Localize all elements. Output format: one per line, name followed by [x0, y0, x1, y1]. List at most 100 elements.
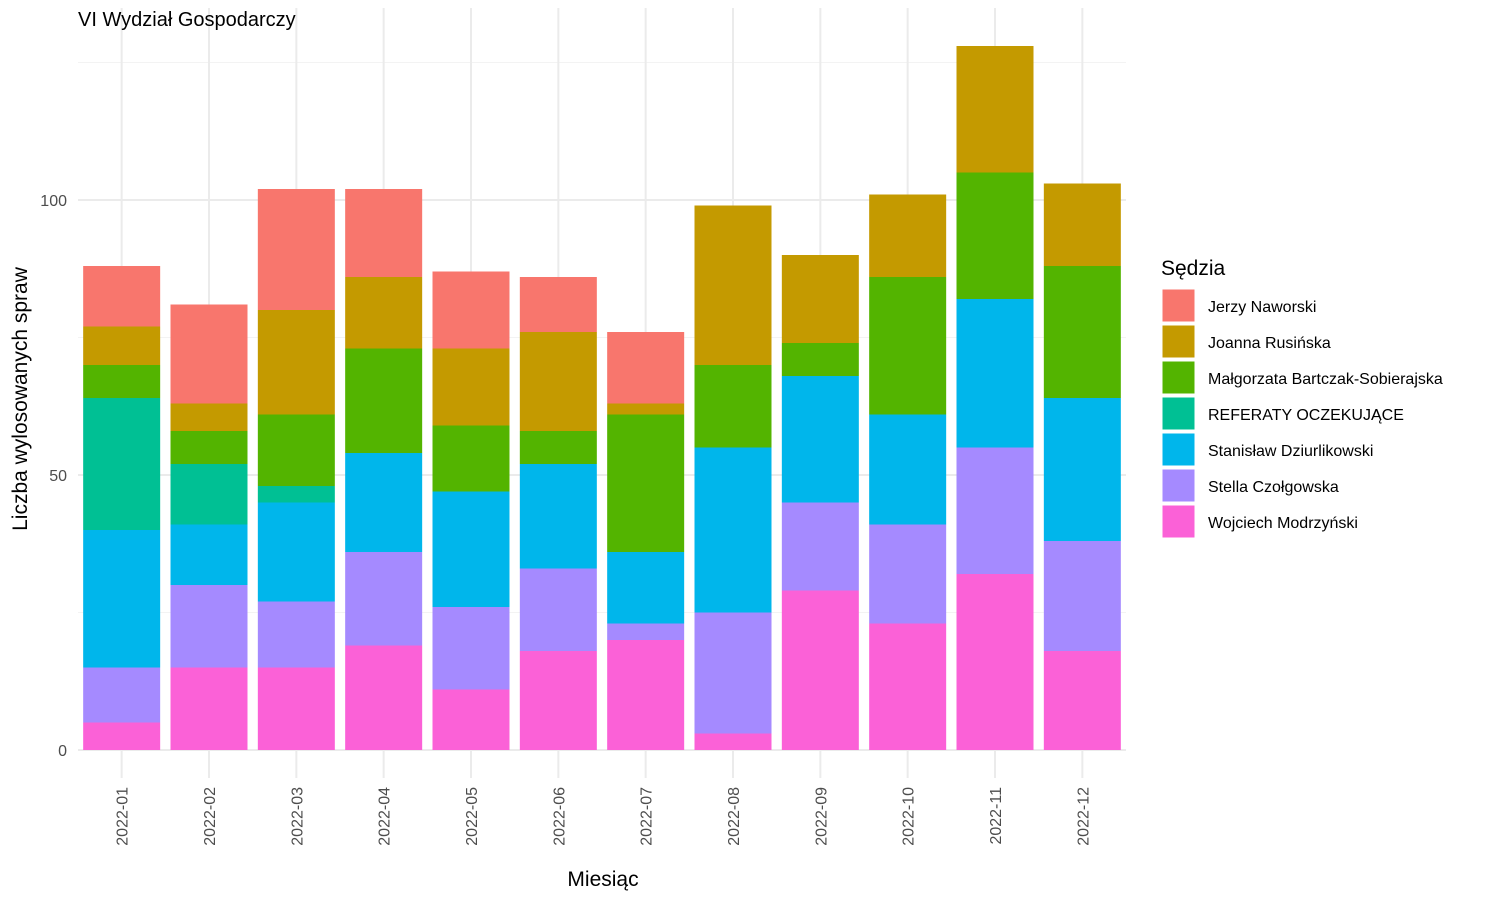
bar-segment [1043, 651, 1121, 750]
bar-segment [694, 205, 772, 365]
x-tick-label: 2022-06 [551, 787, 568, 846]
bar-segment [694, 612, 772, 734]
bar-segment [432, 607, 510, 690]
legend-swatch [1161, 324, 1196, 359]
bar-segment [345, 453, 423, 552]
bar-segment [956, 447, 1034, 574]
bar-segment [519, 464, 597, 569]
bar-segment [432, 348, 510, 426]
x-tick-label: 2022-09 [813, 787, 830, 846]
bar-segment [1043, 541, 1121, 651]
x-tick-label: 2022-07 [639, 787, 656, 846]
bar-segment [345, 277, 423, 349]
legend-label: Joanna Rusińska [1208, 335, 1331, 352]
bar-segment [432, 491, 510, 607]
x-tick-label: 2022-05 [464, 787, 481, 846]
bar-segment [956, 172, 1034, 299]
bar-segment [83, 530, 161, 668]
bar-segment [170, 667, 248, 750]
bar-segment [781, 590, 859, 750]
bar-segment [607, 640, 685, 750]
x-axis-ticks: 2022-01 2022-02 2022-03 2022-04 2022-05 2022-… [115, 787, 1093, 846]
bar-segment [519, 568, 597, 651]
legend-swatch [1161, 432, 1196, 467]
legend-label: REFERATY OCZEKUJĄCE [1208, 407, 1404, 424]
legend-swatch [1161, 288, 1196, 323]
legend-label: Małgorzata Bartczak-Sobierajska [1208, 371, 1443, 388]
bar-segment [694, 365, 772, 448]
x-tick-label: 2022-03 [289, 787, 306, 846]
bars [83, 46, 1121, 750]
legend-label: Wojciech Modrzyński [1208, 515, 1358, 532]
bar-segment [1043, 183, 1121, 266]
bar-segment [345, 189, 423, 277]
bar-segment [257, 189, 335, 310]
bar-segment [345, 645, 423, 750]
bar-segment [519, 277, 597, 332]
y-axis-ticks: 0 50 100 [40, 193, 67, 760]
bar-segment [956, 299, 1034, 448]
bar-segment [869, 194, 947, 277]
y-tick-label: 100 [40, 193, 67, 210]
bar-segment [83, 326, 161, 365]
bar-segment [694, 733, 772, 750]
bar-segment [694, 447, 772, 613]
bar-segment [432, 425, 510, 492]
x-axis-label: Miesiąc [567, 868, 638, 891]
bar-segment [257, 486, 335, 503]
bar-segment [83, 722, 161, 750]
bar-segment [869, 414, 947, 525]
bar-segment [781, 376, 859, 503]
bar-segment [83, 398, 161, 530]
x-tick-label: 2022-02 [202, 787, 219, 846]
bar-segment [869, 524, 947, 624]
y-tick-label: 50 [49, 468, 67, 485]
x-tick-label: 2022-01 [115, 787, 132, 846]
y-axis-label: Liczba wylosowanych spraw [9, 266, 32, 531]
bar-segment [345, 348, 423, 453]
x-tick-label: 2022-11 [988, 787, 1005, 845]
x-tick-label: 2022-04 [377, 787, 394, 846]
legend-swatch [1161, 504, 1196, 539]
bar-segment [781, 343, 859, 376]
bar-segment [1043, 266, 1121, 398]
legend-swatch [1161, 396, 1196, 431]
bar-segment [170, 403, 248, 431]
bar-segment [257, 310, 335, 415]
bar-segment [432, 689, 510, 750]
bar-segment [781, 255, 859, 343]
bar-segment [170, 464, 248, 525]
bar-segment [257, 414, 335, 486]
legend-label: Stella Czołgowska [1208, 479, 1339, 496]
bar-segment [956, 574, 1034, 750]
legend-swatch [1161, 360, 1196, 395]
bar-segment [607, 403, 685, 415]
bar-segment [345, 552, 423, 646]
bar-segment [519, 651, 597, 750]
x-tick-label: 2022-08 [726, 787, 743, 846]
bar-segment [956, 46, 1034, 173]
legend-label: Jerzy Naworski [1208, 299, 1316, 316]
bar-segment [83, 667, 161, 723]
bar-segment [869, 623, 947, 750]
bar-segment [170, 524, 248, 585]
bar-segment [257, 502, 335, 602]
legend-label: Stanisław Dziurlikowski [1208, 443, 1373, 460]
y-tick-label: 0 [58, 743, 67, 760]
bar-segment [83, 266, 161, 327]
bar-segment [83, 365, 161, 398]
x-tick-label: 2022-12 [1075, 787, 1092, 846]
bar-segment [170, 585, 248, 668]
bar-segment [257, 601, 335, 668]
legend: Sędzia Jerzy Naworski Joanna Rusińska Małg… [1161, 257, 1443, 539]
bar-segment [432, 271, 510, 349]
bar-segment [1043, 398, 1121, 541]
bar-segment [607, 332, 685, 404]
legend-swatch [1161, 468, 1196, 503]
bar-segment [607, 414, 685, 552]
bar-segment [170, 431, 248, 464]
bar-segment [781, 502, 859, 591]
x-tick-label: 2022-10 [901, 787, 918, 846]
bar-segment [170, 304, 248, 404]
